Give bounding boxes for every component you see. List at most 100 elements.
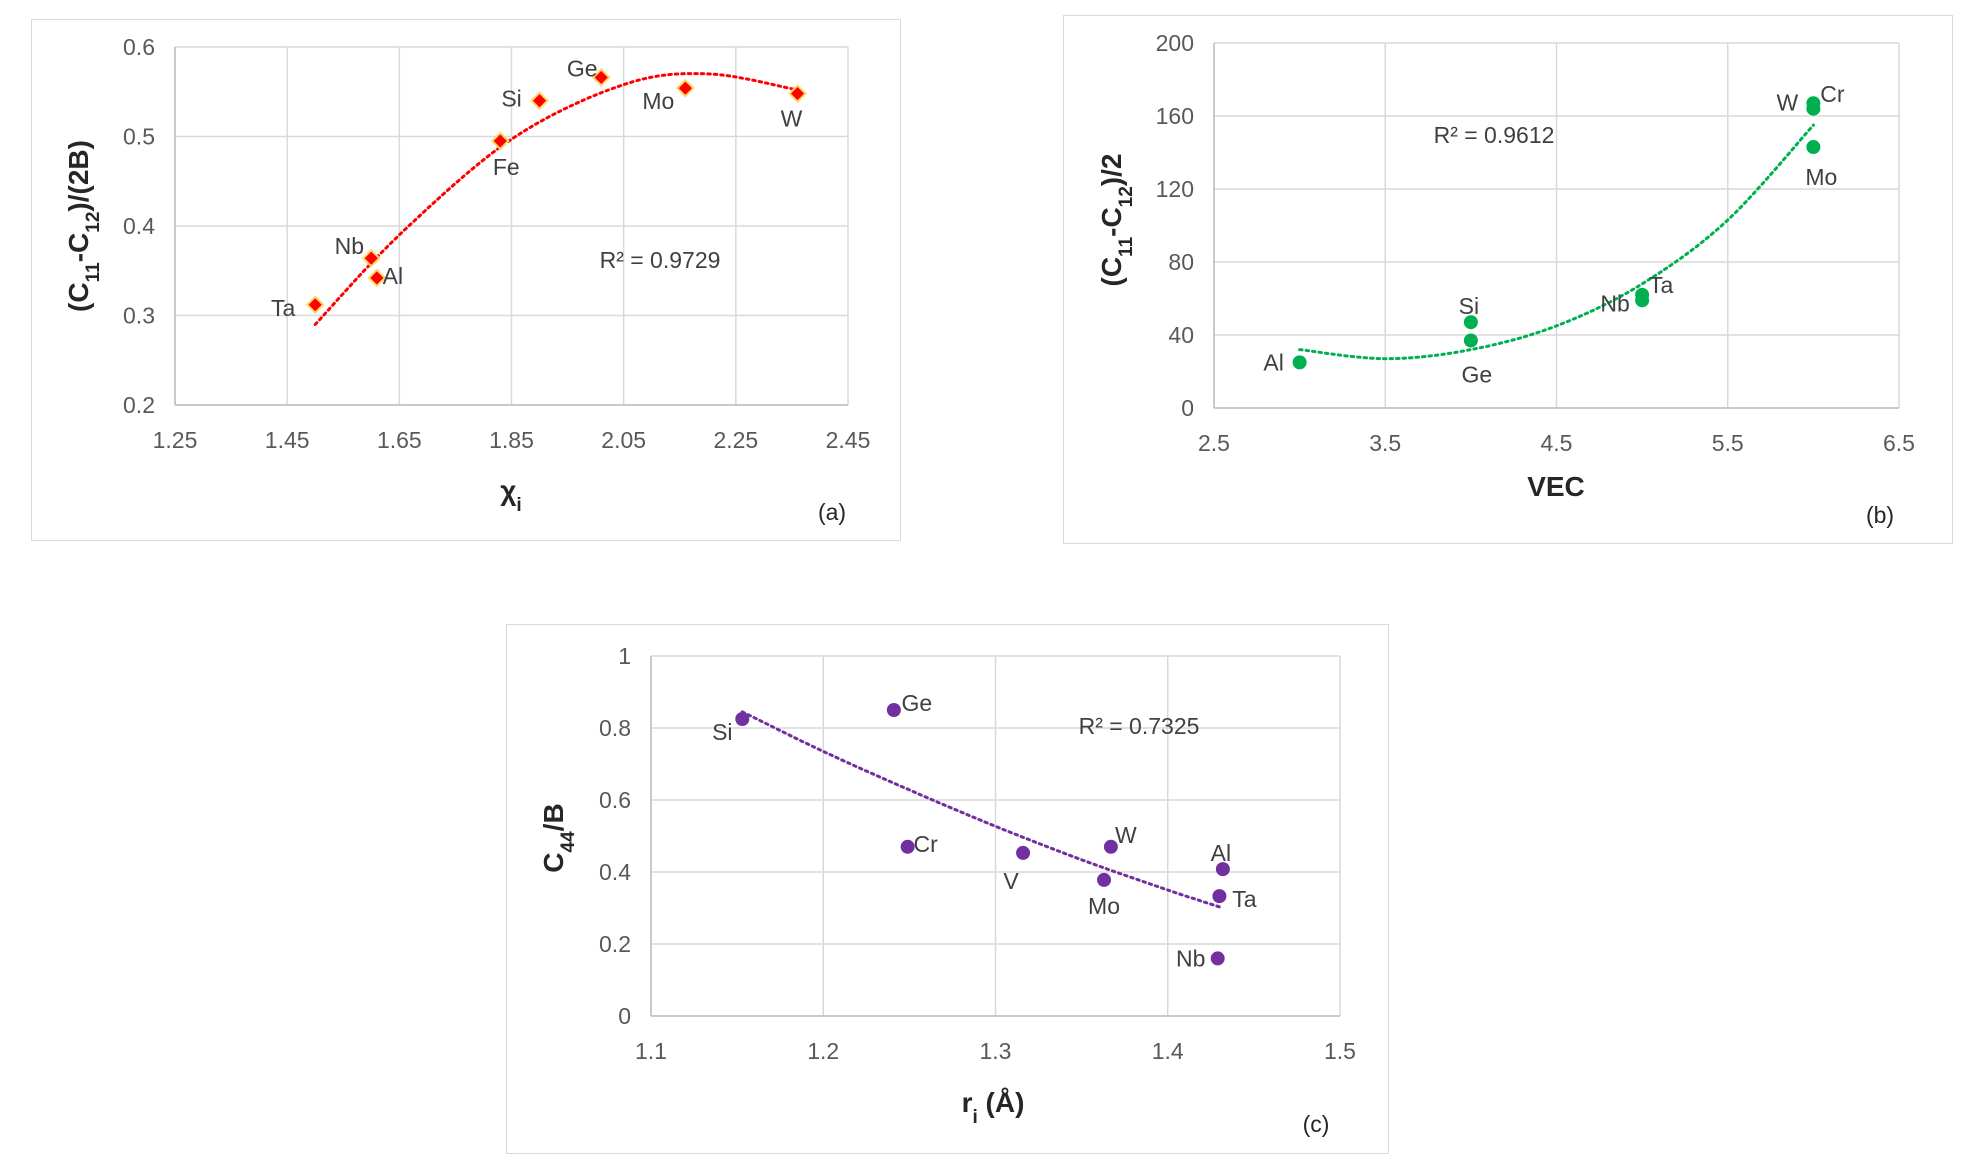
y-tick-label: 0 — [618, 1003, 631, 1029]
data-point-mo — [1097, 872, 1112, 887]
x-tick-label: 1.65 — [377, 427, 422, 453]
chart-b: 2.5 3.5 4.5 5.5 6.5 0 40 80 120 160 200 Al Si Ge Nb Ta W… — [1096, 30, 1915, 528]
x-tick-label: 6.5 — [1883, 430, 1915, 456]
data-point-fe — [490, 131, 510, 151]
r-squared-label: R² = 0.9729 — [600, 247, 721, 273]
data-point-w — [788, 84, 807, 103]
x-axis-title: χi — [500, 475, 521, 516]
point-label-si: Si — [1459, 293, 1479, 319]
x-tick-label: 4.5 — [1541, 430, 1573, 456]
y-tick-label: 80 — [1168, 249, 1194, 275]
point-label-ta: Ta — [1232, 886, 1257, 912]
x-tick-label: 3.5 — [1369, 430, 1401, 456]
y-tick-label: 200 — [1156, 30, 1194, 56]
panel-tag: (a) — [818, 499, 846, 525]
x-tick-label: 1.4 — [1152, 1038, 1184, 1064]
point-label-al: Al — [1211, 840, 1231, 866]
chart-a: 1.25 1.45 1.65 1.85 2.05 2.25 2.45 0.2 0.3 0.4 0.5… — [63, 34, 870, 525]
y-tick-label: 0.2 — [123, 392, 155, 418]
point-label-ge: Ge — [1462, 361, 1493, 387]
data-point-ge — [591, 68, 611, 87]
point-label-cr: Cr — [1820, 81, 1845, 107]
data-point-ge — [886, 703, 901, 717]
y-tick-label: 120 — [1156, 176, 1194, 202]
data-point-si — [735, 712, 750, 726]
point-label-mo: Mo — [1088, 893, 1120, 919]
x-tick-label: 1.45 — [265, 427, 310, 453]
y-tick-label: 160 — [1156, 103, 1194, 129]
x-tick-label: 5.5 — [1712, 430, 1744, 456]
data-point-cr — [900, 839, 915, 854]
x-tick-label: 1.5 — [1324, 1038, 1356, 1064]
chart-panel-b — [1063, 15, 1953, 544]
data-point-si — [530, 91, 549, 111]
trendline — [313, 72, 799, 326]
data-point-nb — [361, 248, 381, 268]
point-label-w: W — [1777, 90, 1799, 116]
chart-c: 1.1 1.2 1.3 1.4 1.5 0 0.2 0.4 0.6 0.8 1 Si Ge Cr V Mo W A… — [538, 643, 1356, 1137]
y-tick-label: 0.2 — [599, 931, 631, 957]
data-point-w — [1103, 839, 1118, 854]
x-tick-label: 1.1 — [635, 1038, 667, 1064]
data-point-mo — [1806, 140, 1821, 155]
r-squared-label: R² = 0.7325 — [1079, 713, 1200, 739]
trendline — [740, 710, 1225, 910]
data-point-al — [1215, 862, 1230, 877]
panel-tag: (b) — [1866, 502, 1894, 528]
point-label-si: Si — [501, 86, 521, 112]
data-point-cr — [1806, 96, 1821, 111]
x-tick-label: 2.05 — [601, 427, 646, 453]
y-tick-label: 0.5 — [123, 124, 155, 150]
point-label-ta: Ta — [271, 295, 296, 321]
trendline — [1298, 123, 1815, 361]
y-tick-label: 0.8 — [599, 715, 631, 741]
point-label-ge: Ge — [902, 690, 933, 716]
point-label-nb: Nb — [1600, 290, 1629, 316]
data-point-ta — [1212, 889, 1227, 904]
data-point-al — [367, 268, 387, 288]
y-tick-label: 0.3 — [123, 303, 155, 329]
x-tick-label: 2.45 — [826, 427, 871, 453]
data-point-ge — [1463, 333, 1478, 348]
point-label-si: Si — [712, 719, 732, 745]
x-axis-title: VEC — [1527, 471, 1585, 502]
point-label-nb: Nb — [1176, 945, 1205, 971]
chart-panel-c — [506, 624, 1389, 1154]
data-point-ta — [1635, 287, 1650, 302]
point-label-mo: Mo — [642, 88, 674, 114]
r-squared-label: R² = 0.9612 — [1434, 122, 1555, 148]
x-tick-label: 2.5 — [1198, 430, 1230, 456]
data-point-si — [1463, 315, 1478, 330]
x-tick-label: 1.2 — [807, 1038, 839, 1064]
x-tick-label: 1.85 — [489, 427, 534, 453]
point-label-v: V — [1003, 868, 1019, 894]
point-label-ge: Ge — [567, 55, 598, 81]
panel-tag: (c) — [1303, 1111, 1330, 1137]
point-label-al: Al — [1263, 349, 1283, 375]
point-label-cr: Cr — [914, 831, 939, 857]
data-point-v — [1016, 845, 1031, 860]
data-point-ta — [305, 295, 325, 315]
point-label-ta: Ta — [1649, 272, 1674, 298]
x-tick-label: 1.25 — [153, 427, 198, 453]
y-axis-title: C44/B — [538, 803, 579, 872]
y-axis-title: (C11-C12)/(2B) — [63, 140, 104, 312]
chart-panel-a — [31, 19, 901, 541]
y-tick-label: 0.6 — [599, 787, 631, 813]
point-label-nb: Nb — [335, 233, 364, 259]
x-axis-title: ri (Å) — [962, 1087, 1025, 1128]
point-label-w: W — [1115, 822, 1137, 848]
x-tick-label: 2.25 — [713, 427, 758, 453]
x-tick-label: 1.3 — [980, 1038, 1012, 1064]
y-axis-title: (C11-C12)/2 — [1096, 153, 1137, 286]
data-point-mo — [675, 78, 695, 98]
data-point-al — [1292, 355, 1307, 370]
y-tick-label: 0.4 — [599, 859, 631, 885]
y-tick-label: 0.6 — [123, 34, 155, 60]
point-label-fe: Fe — [493, 154, 520, 180]
y-tick-label: 0 — [1181, 395, 1194, 421]
point-label-mo: Mo — [1805, 164, 1837, 190]
y-tick-label: 40 — [1168, 322, 1194, 348]
point-label-al: Al — [383, 263, 403, 289]
